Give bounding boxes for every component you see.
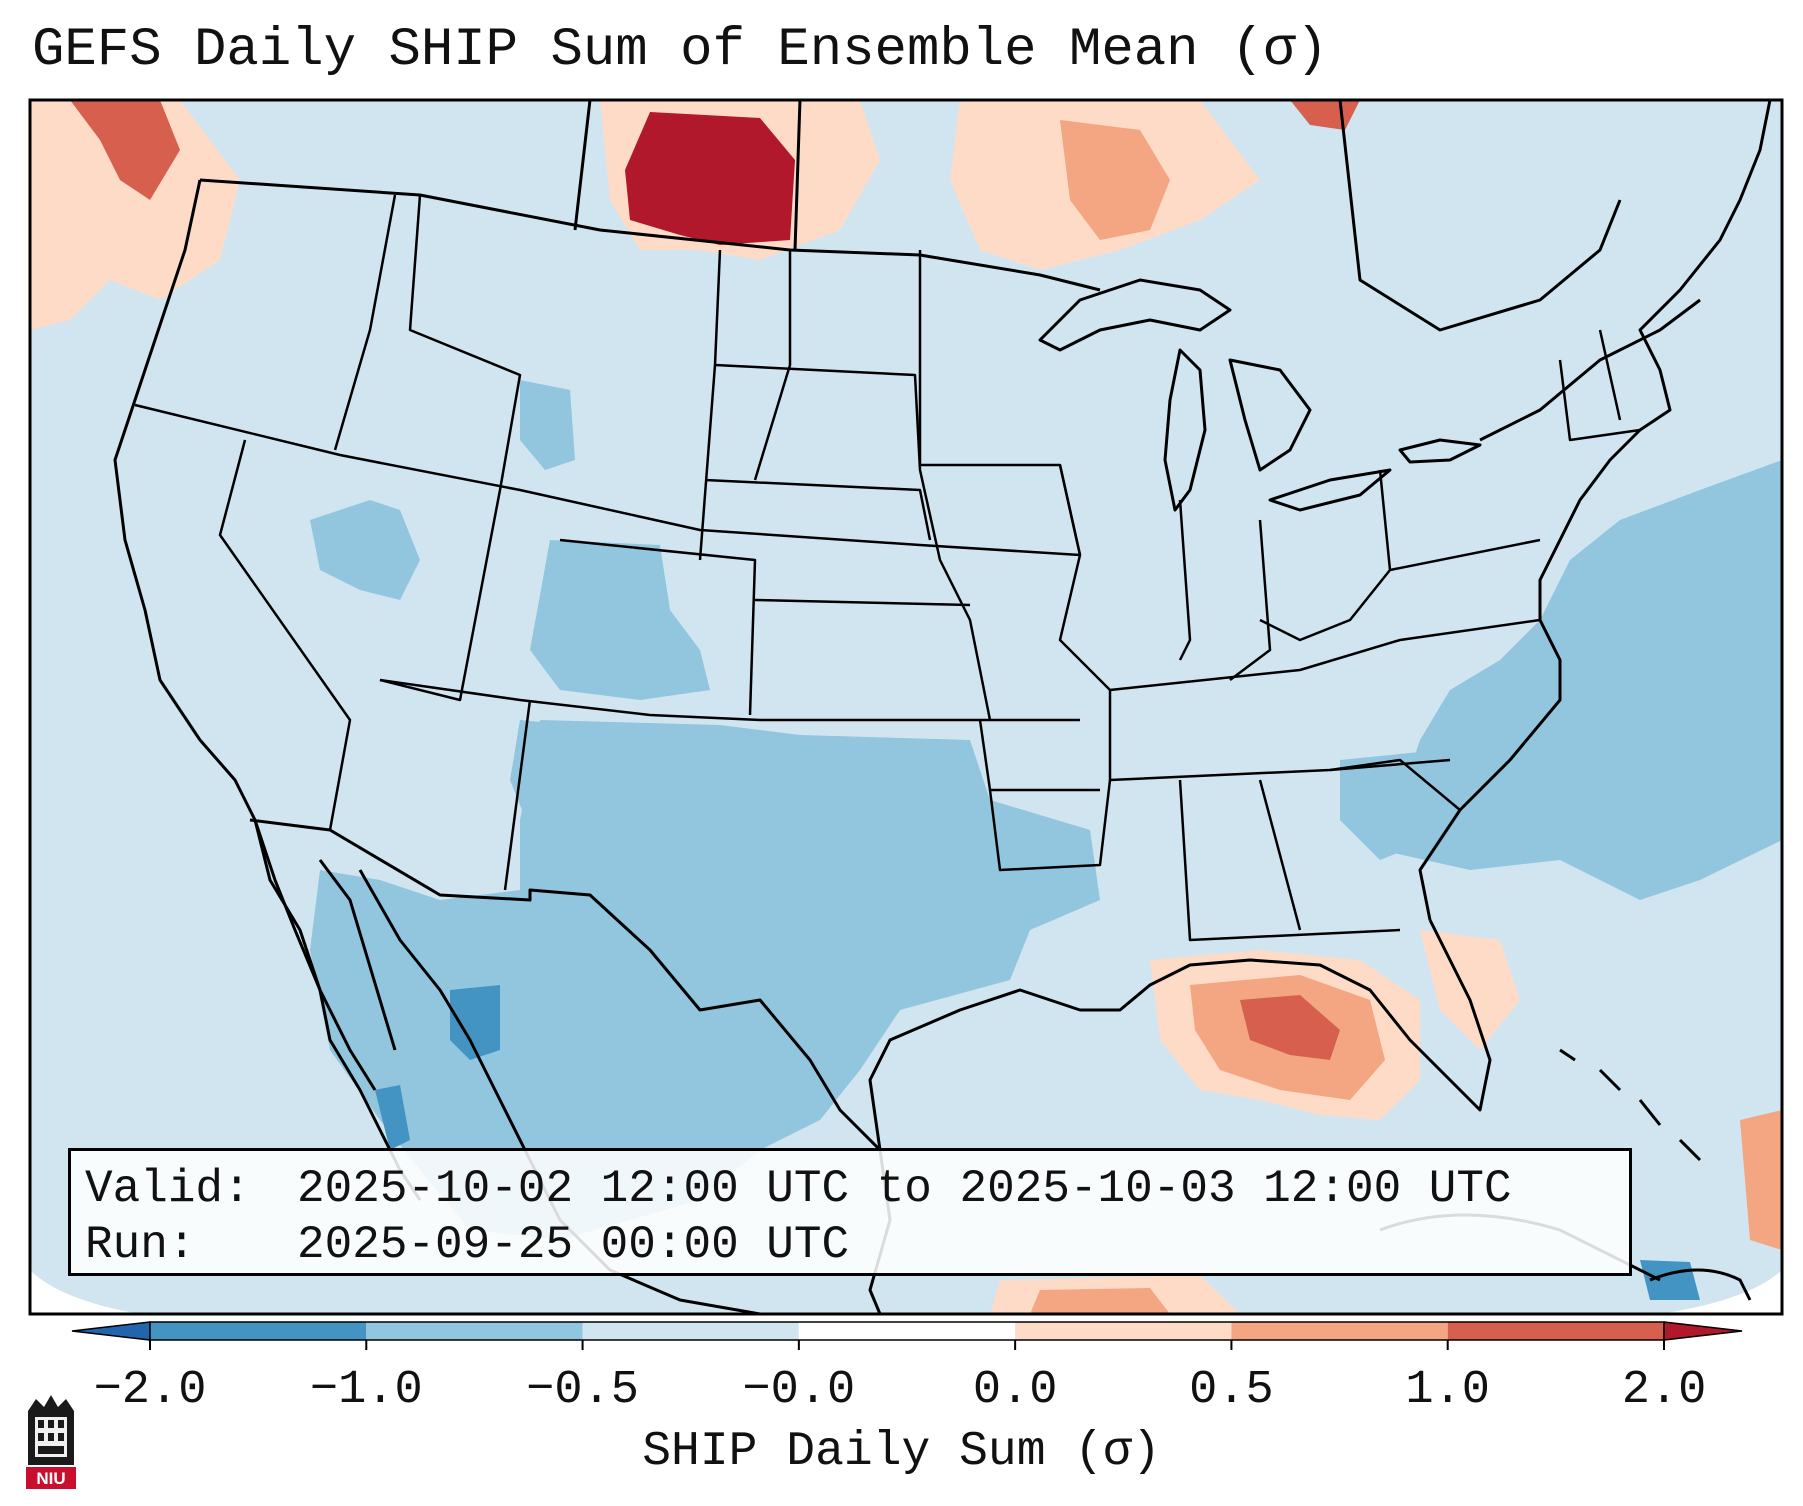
coastline-baja-east [318, 859, 397, 1051]
colorbar-tick-label: 1.0 [1405, 1364, 1491, 1417]
coastline-gulf [868, 919, 1492, 1151]
colorbar-label: SHIP Daily Sum (σ) [642, 1425, 1161, 1479]
map-frame [28, 98, 1784, 1316]
border-us-canada-east [1479, 298, 1701, 442]
colorbar-extend-min [71, 1321, 151, 1341]
anomaly-wyoming [520, 380, 575, 470]
colorbar-segment [1231, 1322, 1448, 1340]
anomaly-sinaloa [375, 1085, 410, 1150]
lake-huron [1228, 358, 1312, 472]
state-boundaries [134, 194, 1641, 942]
anomaly-southeast [1340, 750, 1470, 860]
coastlines-borders [113, 100, 1772, 1314]
anomaly-hispaniola [1640, 1260, 1700, 1300]
lake-erie [1268, 468, 1392, 512]
border-us-mexico [249, 818, 882, 1152]
anomaly-gulf-strong [1240, 995, 1340, 1060]
run-value: 2025-09-25 00:00 UTC [297, 1219, 850, 1271]
positive-anomaly-layer [30, 100, 1782, 1314]
valid-run-info-box: Valid: 2025-10-02 12:00 UTC to 2025-10-03… [68, 1148, 1632, 1276]
valid-value: 2025-10-02 12:00 UTC to 2025-10-03 12:00… [297, 1163, 1512, 1215]
colorbar-segment [366, 1322, 583, 1340]
niu-logo-text: NIU [36, 1469, 65, 1488]
colorbar-segment [1447, 1322, 1664, 1340]
colorbar-tick-label: 2.0 [1621, 1364, 1707, 1417]
bahamas-outline [1559, 1048, 1702, 1162]
lake-ontario [1398, 438, 1482, 464]
projection-edge [30, 1270, 140, 1314]
anomaly-texas-plains [310, 720, 1100, 1240]
run-line: Run: 2025-09-25 00:00 UTC [85, 1217, 1615, 1273]
valid-line: Valid: 2025-10-02 12:00 UTC to 2025-10-03… [85, 1161, 1615, 1217]
baja-peninsula [253, 819, 377, 1091]
projection-edge [1660, 1270, 1782, 1314]
anomaly-british-columbia [70, 100, 180, 200]
anomaly-ontario [1060, 120, 1170, 240]
colorbar-tick-label: 0.5 [1189, 1364, 1274, 1417]
colorbar-tick-label: −1.0 [309, 1364, 423, 1417]
anomaly-new-mexico [510, 720, 660, 880]
lake-michigan [1163, 348, 1207, 512]
hispaniola-outline [1649, 1268, 1752, 1301]
lake-superior [1038, 278, 1232, 352]
anomaly-saskatchewan [625, 112, 795, 245]
colorbar-tick-label: −0.0 [742, 1364, 856, 1417]
coastline-west [113, 179, 422, 1201]
coastline-mexico-west [358, 869, 761, 1314]
colorbar-segment [150, 1322, 367, 1340]
colorbar [71, 1321, 1743, 1350]
anomaly-n-mexico-strong [450, 985, 500, 1060]
colorbar-segment [582, 1322, 799, 1340]
coastline-east [1418, 100, 1772, 921]
chart-title: GEFS Daily SHIP Sum of Ensemble Mean (σ) [32, 20, 1329, 81]
colorbar-segment [798, 1322, 1016, 1340]
anomaly-east-caribbean [1740, 1110, 1782, 1250]
colorbar-tick-label: −0.5 [526, 1364, 639, 1417]
colorbar-tick-label: −2.0 [93, 1364, 207, 1417]
anomaly-utah-nevada [310, 500, 420, 600]
run-key: Run: [85, 1219, 196, 1271]
anomaly-british-columbia-light [30, 100, 240, 330]
border-provinces [573, 100, 1622, 332]
colorbar-tick-label: 0.0 [972, 1364, 1058, 1417]
colorbar-outline [149, 1321, 1665, 1341]
anomaly-caribbean-strong [1030, 1288, 1170, 1314]
anomaly-florida-atlantic [1420, 930, 1520, 1050]
anomaly-colorado [530, 540, 710, 700]
niu-logo-icon: NIU [26, 1395, 76, 1489]
colorbar-segment [1015, 1322, 1232, 1340]
valid-key: Valid: [85, 1163, 251, 1215]
colorbar-extend-max [1663, 1321, 1743, 1341]
